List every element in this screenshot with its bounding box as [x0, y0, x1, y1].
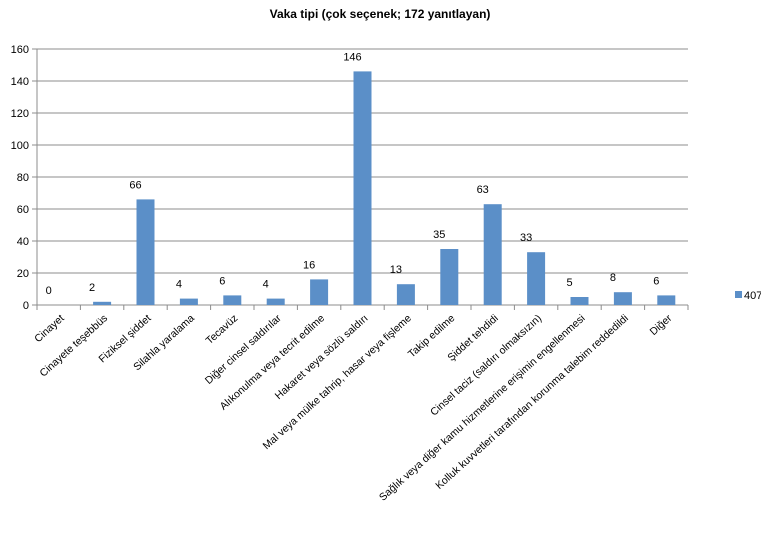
y-tick-label: 140: [11, 76, 29, 88]
data-label: 5: [566, 277, 572, 289]
legend-swatch: [735, 291, 742, 298]
bar: [179, 298, 198, 305]
category-label: Diğer cinsel saldırılar: [203, 312, 284, 387]
y-tick-label: 100: [11, 140, 29, 152]
y-axis-tick-labels: 0 20 40 60 80 100 120 140 160: [11, 44, 29, 312]
bar: [93, 301, 112, 305]
bar: [136, 199, 155, 305]
data-label: 6: [219, 275, 225, 287]
data-label: 35: [433, 229, 445, 241]
data-labels: 0 2 66 4 6 4 16 146 13 35 63 33 5 8 6: [46, 51, 660, 297]
category-label: Tecavüz: [204, 312, 241, 347]
bar: [440, 249, 459, 305]
bar: [266, 298, 285, 305]
bar: [223, 295, 242, 305]
data-label: 0: [46, 285, 52, 297]
data-label: 6: [653, 275, 659, 287]
data-label: 4: [263, 279, 269, 291]
y-tick-label: 20: [17, 268, 29, 280]
chart-title: Vaka tipi (çok seçenek; 172 yanıtlayan): [270, 7, 491, 21]
data-label: 33: [520, 232, 532, 244]
data-label: 146: [343, 51, 361, 63]
bar: [483, 204, 502, 305]
data-label: 63: [477, 184, 489, 196]
bars: [93, 71, 676, 306]
bar: [613, 292, 632, 305]
data-label: 2: [89, 282, 95, 294]
data-label: 16: [303, 259, 315, 271]
bar: [527, 252, 546, 305]
legend: 407: [735, 290, 761, 302]
category-label: Sağlık veya diğer kamu hizmetlerine eriş…: [377, 312, 588, 503]
data-label: 13: [390, 264, 402, 276]
bar: [570, 297, 589, 305]
legend-label: 407: [744, 290, 761, 302]
y-tick-label: 40: [17, 236, 29, 248]
bar: [353, 71, 372, 306]
y-tick-label: 160: [11, 44, 29, 56]
y-tick-label: 120: [11, 108, 29, 120]
y-tick-label: 80: [17, 172, 29, 184]
bar: [657, 295, 676, 305]
y-tick-label: 60: [17, 204, 29, 216]
bar: [396, 284, 415, 305]
data-label: 8: [610, 272, 616, 284]
category-label: Diğer: [648, 312, 675, 338]
bar: [310, 279, 329, 305]
data-label: 4: [176, 279, 182, 291]
data-label: 66: [129, 179, 141, 191]
y-tick-label: 0: [23, 300, 29, 312]
category-label: Cinayet: [32, 312, 67, 345]
